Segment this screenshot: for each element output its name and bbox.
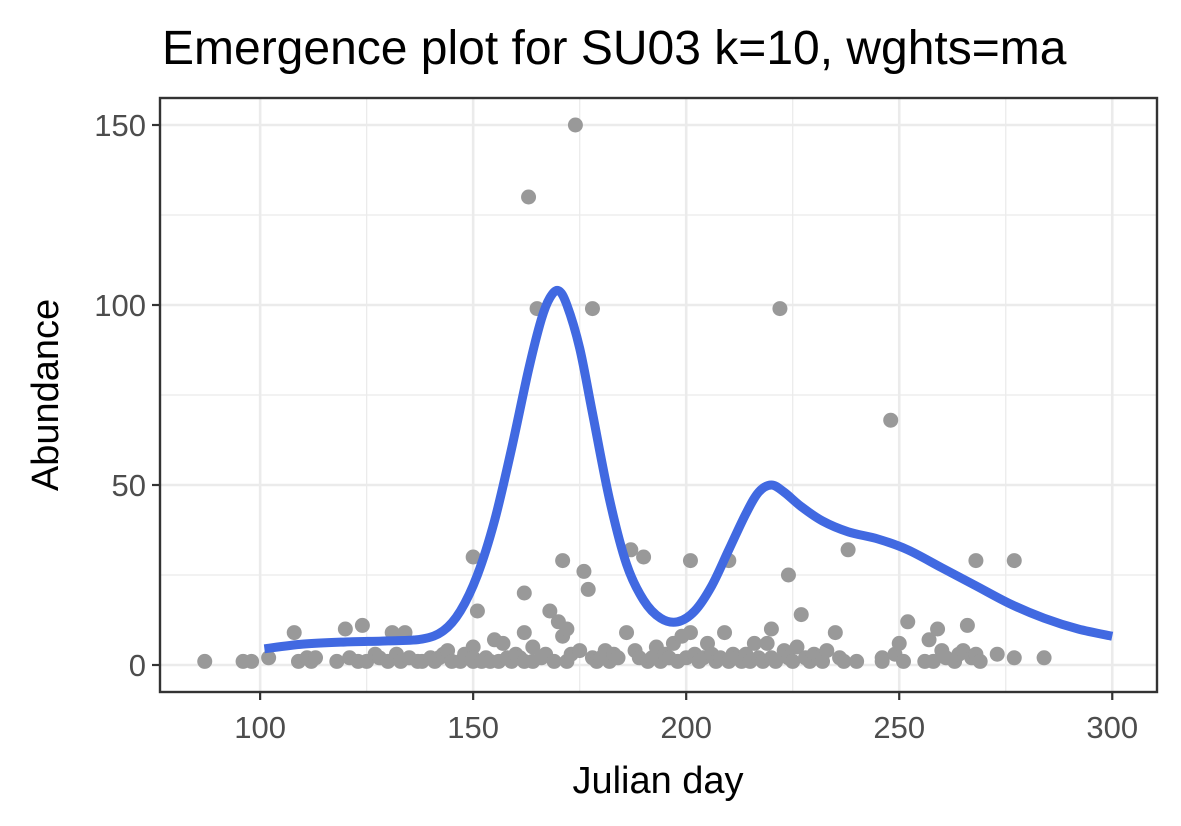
data-point bbox=[465, 639, 481, 655]
smooth-curve-layer bbox=[263, 285, 1114, 654]
data-point bbox=[559, 621, 575, 637]
data-point bbox=[874, 653, 890, 669]
data-point bbox=[883, 412, 899, 428]
data-point bbox=[516, 585, 532, 601]
data-point bbox=[546, 653, 562, 669]
data-point bbox=[836, 653, 852, 669]
data-point bbox=[789, 639, 805, 655]
y-axis-title: Abundance bbox=[25, 299, 67, 491]
data-point bbox=[682, 553, 698, 569]
x-tick-label: 200 bbox=[660, 710, 712, 745]
data-point bbox=[521, 189, 537, 205]
data-point bbox=[763, 621, 779, 637]
data-point bbox=[244, 653, 260, 669]
data-point bbox=[682, 625, 698, 641]
data-point bbox=[329, 653, 345, 669]
data-point bbox=[1006, 553, 1022, 569]
data-point bbox=[746, 635, 762, 651]
y-tick-label: 50 bbox=[112, 468, 146, 503]
data-point bbox=[717, 625, 733, 641]
x-tick-label: 250 bbox=[873, 710, 925, 745]
x-tick-label: 100 bbox=[234, 710, 286, 745]
data-point bbox=[567, 117, 583, 133]
data-point bbox=[516, 625, 532, 641]
data-point bbox=[354, 617, 370, 633]
data-point bbox=[840, 542, 856, 558]
data-point bbox=[525, 639, 541, 655]
x-tick-label: 300 bbox=[1086, 710, 1138, 745]
data-point bbox=[895, 653, 911, 669]
data-point bbox=[827, 625, 843, 641]
data-point bbox=[793, 607, 809, 623]
plot-panel-border bbox=[158, 96, 1159, 694]
data-point bbox=[780, 567, 796, 583]
data-point bbox=[849, 653, 865, 669]
data-point bbox=[286, 625, 302, 641]
data-point bbox=[197, 653, 213, 669]
data-point bbox=[469, 603, 485, 619]
y-tick-label: 100 bbox=[94, 288, 146, 323]
data-point bbox=[900, 614, 916, 630]
data-point bbox=[636, 549, 652, 565]
data-point bbox=[465, 549, 481, 565]
data-point bbox=[308, 650, 324, 666]
scatter-points bbox=[197, 117, 1052, 669]
data-point bbox=[580, 581, 596, 597]
chart-title: Emergence plot for SU03 k=10, wghts=ma bbox=[162, 22, 1067, 75]
data-point bbox=[261, 650, 277, 666]
data-point bbox=[968, 553, 984, 569]
data-point bbox=[759, 635, 775, 651]
data-point bbox=[495, 635, 511, 651]
data-point bbox=[989, 646, 1005, 662]
data-point bbox=[768, 653, 784, 669]
smooth-curve bbox=[263, 285, 1114, 654]
axis-ticks: 100 150 200 250 300 0 50 100 150 bbox=[94, 108, 1138, 745]
data-point bbox=[576, 563, 592, 579]
data-point bbox=[1006, 650, 1022, 666]
data-point bbox=[1036, 650, 1052, 666]
data-point bbox=[959, 617, 975, 633]
data-point bbox=[337, 621, 353, 637]
x-tick-label: 150 bbox=[447, 710, 499, 745]
data-point bbox=[891, 635, 907, 651]
data-point bbox=[921, 632, 937, 648]
data-point bbox=[572, 643, 588, 659]
data-point bbox=[772, 301, 788, 317]
data-point bbox=[619, 625, 635, 641]
data-point bbox=[819, 643, 835, 659]
data-point bbox=[542, 603, 558, 619]
data-point bbox=[555, 553, 571, 569]
data-point bbox=[610, 650, 626, 666]
data-point bbox=[584, 301, 600, 317]
y-tick-label: 0 bbox=[129, 648, 146, 683]
data-point bbox=[925, 653, 941, 669]
y-tick-label: 150 bbox=[94, 108, 146, 143]
data-point bbox=[972, 653, 988, 669]
data-point bbox=[930, 621, 946, 637]
data-point bbox=[785, 653, 801, 669]
x-axis-title: Julian day bbox=[572, 760, 743, 802]
